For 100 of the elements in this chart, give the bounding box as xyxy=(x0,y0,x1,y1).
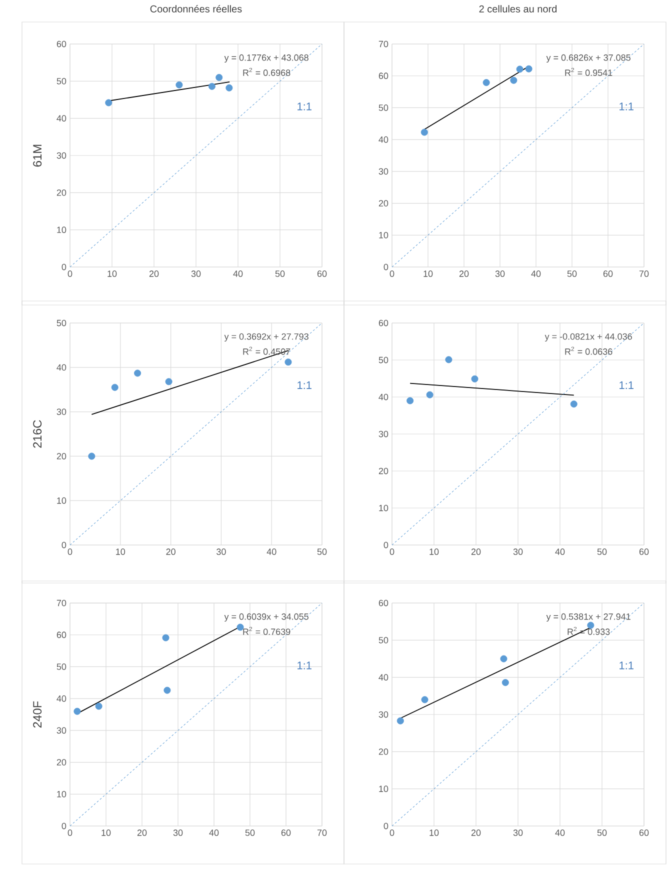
point xyxy=(236,624,244,631)
point xyxy=(482,79,490,86)
y-axis-title: 61M xyxy=(33,144,42,167)
y-tick-label: 10 xyxy=(57,790,66,798)
x-tick-label: 20 xyxy=(166,548,176,555)
y-tick-label: 50 xyxy=(378,636,388,644)
y-tick-label: 10 xyxy=(57,226,66,234)
point xyxy=(471,375,478,382)
point xyxy=(226,84,233,92)
point xyxy=(208,82,216,90)
annotation: 1:1 xyxy=(298,662,312,670)
point xyxy=(510,76,518,84)
y-tick-label: 30 xyxy=(378,430,388,438)
annotation: 1:1 xyxy=(620,381,634,389)
x-tick-label: 10 xyxy=(430,830,439,836)
y-tick-label: 30 xyxy=(56,408,66,415)
annotation: R$^{2}$ = 0.7639 xyxy=(243,626,290,635)
x-tick-label: 60 xyxy=(281,830,291,836)
point xyxy=(445,356,452,364)
x-tick-label: 60 xyxy=(639,548,649,555)
point xyxy=(165,378,172,386)
x-tick-label: 30 xyxy=(513,830,523,836)
x-tick-label: 30 xyxy=(191,270,201,277)
y-tick-label: 10 xyxy=(379,504,388,512)
y-tick-label: 20 xyxy=(378,200,388,206)
y-tick-label: 30 xyxy=(378,711,388,718)
x-tick-label: 60 xyxy=(317,270,327,277)
y-tick-label: 40 xyxy=(378,674,388,681)
x-tick-label: 0 xyxy=(68,270,72,277)
point xyxy=(570,400,578,408)
x-tick-label: 50 xyxy=(597,830,607,836)
x-tick-label: 60 xyxy=(639,830,649,836)
y-tick-label: 40 xyxy=(56,364,66,371)
annotation: y = 0.6826x + 37.085 xyxy=(546,54,630,63)
y-tick-label: 30 xyxy=(56,152,66,159)
x-tick-label: 40 xyxy=(209,830,219,836)
x-tick-label: 40 xyxy=(531,270,541,277)
y-tick-label: 50 xyxy=(56,78,66,84)
y-tick-label: 0 xyxy=(62,542,66,548)
x-tick-label: 40 xyxy=(555,548,565,555)
y-tick-label: 50 xyxy=(378,356,388,364)
annotation: y = -0.0821x + 44.036 xyxy=(544,333,632,342)
annotation: y = 0.3692x + 27.793 xyxy=(224,333,308,342)
x-tick-label: 40 xyxy=(266,548,276,555)
y-tick-label: 20 xyxy=(56,453,66,460)
y-tick-label: 60 xyxy=(378,72,388,80)
x-tick-label: 30 xyxy=(513,548,523,555)
x-tick-label: 40 xyxy=(233,270,243,277)
x-tick-label: 10 xyxy=(424,270,433,277)
y-tick-label: 10 xyxy=(57,497,66,504)
x-tick-label: 10 xyxy=(102,830,111,836)
x-tick-label: 20 xyxy=(137,830,147,836)
x-tick-label: 0 xyxy=(390,548,394,555)
point xyxy=(396,717,404,724)
x-tick-label: 20 xyxy=(459,270,469,277)
point xyxy=(105,99,112,106)
point xyxy=(284,358,292,366)
x-tick-label: 50 xyxy=(567,270,577,277)
point xyxy=(74,708,81,715)
y-tick-label: 40 xyxy=(378,394,388,400)
y-tick-label: 0 xyxy=(384,542,388,548)
x-tick-label: 0 xyxy=(390,270,394,277)
annotation: R$^{2}$ = 0.9541 xyxy=(565,68,612,76)
annotation: 1:1 xyxy=(620,662,634,670)
point xyxy=(421,696,428,704)
point xyxy=(111,384,118,391)
point xyxy=(216,74,223,81)
chart-title: Coordonnées réelles xyxy=(150,5,242,12)
point xyxy=(426,391,434,398)
y-axis-title: 216C xyxy=(33,420,42,448)
point xyxy=(176,81,183,88)
y-tick-label: 20 xyxy=(56,189,66,196)
x-tick-label: 20 xyxy=(149,270,159,277)
annotation: y = 0.1776x + 43.068 xyxy=(224,54,308,63)
x-tick-label: 20 xyxy=(471,830,481,836)
annotation: 1:1 xyxy=(620,102,634,110)
point xyxy=(587,622,594,629)
point xyxy=(88,452,96,460)
y-tick-label: 30 xyxy=(56,727,66,734)
y-tick-label: 40 xyxy=(56,115,66,122)
x-tick-label: 50 xyxy=(275,270,285,277)
x-tick-label: 10 xyxy=(116,548,126,555)
y-tick-label: 20 xyxy=(378,468,388,474)
y-tick-label: 50 xyxy=(378,104,388,111)
point xyxy=(525,65,532,72)
y-tick-label: 70 xyxy=(56,600,66,606)
point xyxy=(164,686,171,694)
y-tick-label: 0 xyxy=(62,822,66,830)
x-tick-label: 10 xyxy=(108,270,117,277)
y-tick-label: 70 xyxy=(378,40,388,48)
x-tick-label: 20 xyxy=(471,548,481,555)
y-tick-label: 0 xyxy=(384,264,388,270)
y-tick-label: 40 xyxy=(56,695,66,702)
x-tick-label: 60 xyxy=(603,270,613,277)
annotation: y = 0.6039x + 34.055 xyxy=(224,613,308,622)
annotation: 1:1 xyxy=(298,102,312,110)
point xyxy=(162,634,170,642)
y-tick-label: 50 xyxy=(56,320,66,326)
y-axis-title: 240F xyxy=(33,701,42,728)
point xyxy=(134,370,142,377)
